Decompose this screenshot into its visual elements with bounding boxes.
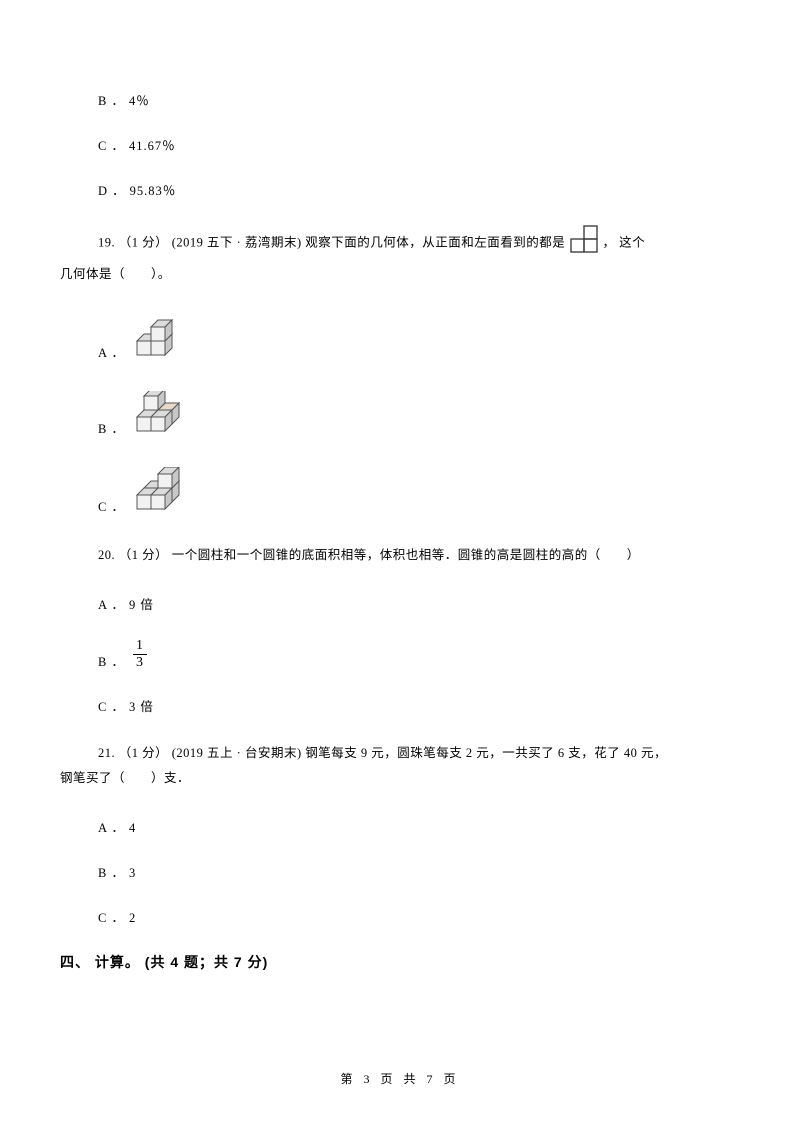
option-d-label: D ．: [98, 180, 126, 199]
q21-opt-a-text: 4: [129, 821, 136, 836]
option-c-text: 41.67％: [129, 135, 176, 154]
q21-opt-c-label: C ．: [98, 907, 125, 926]
q19-option-b: B ．: [98, 391, 740, 437]
q20-text: 20. （1 分） 一个圆柱和一个圆锥的底面积相等，体积也相等．圆锥的高是圆柱的…: [98, 548, 640, 562]
option-b-text: 4％: [129, 90, 150, 109]
q19-suffix: ， 这个: [603, 235, 646, 249]
q21-opt-b-text: 3: [129, 866, 136, 881]
section-4-header: 四、 计算。 (共 4 题；共 7 分): [60, 952, 740, 972]
q21-line1: 21. （1 分） (2019 五上 · 台安期末) 钢笔每支 9 元，圆珠笔每…: [98, 746, 667, 760]
q20-option-a: A ． 9 倍: [98, 594, 740, 613]
fraction-numerator: 1: [133, 639, 147, 653]
q20-opt-b-label: B ．: [98, 651, 125, 670]
q21-opt-b-label: B ．: [98, 862, 125, 881]
q21-line2: 钢笔买了（ ）支．: [60, 771, 190, 785]
fraction-icon: 1 3: [133, 639, 147, 670]
q20-opt-a-text: 9 倍: [129, 594, 154, 613]
option-c: C ． 41.67％: [98, 135, 740, 154]
l-shape-icon: [569, 225, 599, 262]
q20-opt-c-text: 3 倍: [129, 696, 154, 715]
cube-shape-c-icon: [133, 467, 191, 515]
q20-opt-a-label: A ．: [98, 594, 125, 613]
option-d: D ． 95.83％: [98, 180, 740, 199]
q19-option-a: A ．: [98, 313, 740, 361]
cube-shape-a-icon: [133, 313, 181, 361]
q19-opt-c-label: C ．: [98, 496, 125, 515]
q21-option-a: A ． 4: [98, 817, 740, 836]
q19-stem: 19. （1 分） (2019 五下 · 荔湾期末) 观察下面的几何体，从正面和…: [98, 225, 740, 287]
page-footer: 第 3 页 共 7 页: [0, 1070, 800, 1087]
option-b-label: B ．: [98, 90, 125, 109]
q20-stem: 20. （1 分） 一个圆柱和一个圆锥的底面积相等，体积也相等．圆锥的高是圆柱的…: [98, 543, 740, 568]
q21-option-c: C ． 2: [98, 907, 740, 926]
q21-option-b: B ． 3: [98, 862, 740, 881]
option-c-label: C ．: [98, 135, 125, 154]
option-d-text: 95.83％: [130, 180, 177, 199]
q21-stem: 21. （1 分） (2019 五上 · 台安期末) 钢笔每支 9 元，圆珠笔每…: [98, 741, 740, 791]
q20-option-b: B ． 1 3: [98, 639, 740, 670]
q19-prefix: 19. （1 分） (2019 五下 · 荔湾期末) 观察下面的几何体，从正面和…: [98, 235, 565, 249]
q20-option-c: C ． 3 倍: [98, 696, 740, 715]
q20-opt-c-label: C ．: [98, 696, 125, 715]
q19-line2: 几何体是（ ）。: [60, 267, 171, 281]
fraction-denominator: 3: [133, 656, 147, 670]
q21-opt-a-label: A ．: [98, 817, 125, 836]
q19-option-c: C ．: [98, 467, 740, 515]
cube-shape-b-icon: [133, 391, 185, 437]
option-b: B ． 4％: [98, 90, 740, 109]
q19-opt-b-label: B ．: [98, 418, 125, 437]
q19-opt-a-label: A ．: [98, 342, 125, 361]
q21-opt-c-text: 2: [129, 911, 136, 926]
